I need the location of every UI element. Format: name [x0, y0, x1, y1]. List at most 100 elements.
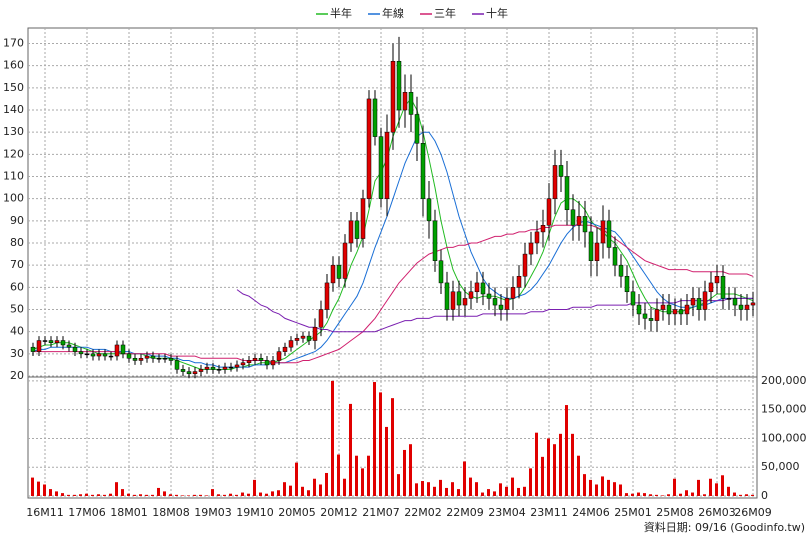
volume-bar — [649, 494, 652, 496]
x-tick-label: 20M05 — [278, 506, 316, 519]
candle-body — [180, 369, 186, 372]
candle-body — [510, 287, 516, 299]
candle-body — [354, 220, 360, 239]
y2-tick-label: 150,000 — [761, 403, 807, 416]
candle-body — [36, 340, 42, 352]
candle-body — [324, 282, 330, 310]
candle-body — [48, 340, 54, 344]
volume-bar — [385, 426, 388, 496]
volume-bar — [379, 392, 382, 496]
volume-bar — [517, 487, 520, 496]
y-tick-label: 110 — [3, 170, 24, 183]
x-tick-label: 21M07 — [362, 506, 400, 519]
candle-body — [576, 216, 582, 226]
candle-body — [270, 360, 276, 366]
candle-body — [30, 346, 36, 352]
candle-body — [732, 298, 738, 306]
volume-bar — [421, 481, 424, 496]
candle-body — [624, 276, 630, 293]
volume-bar — [703, 494, 706, 496]
candle-body — [228, 366, 234, 369]
y2-tick-label: 100,000 — [761, 431, 807, 444]
volume-bar — [691, 492, 694, 496]
candle-body — [456, 291, 462, 306]
candle-body — [672, 309, 678, 315]
volume-bar — [103, 494, 106, 496]
volume-bar — [403, 449, 406, 496]
candle-body — [552, 165, 558, 199]
volume-bar — [73, 494, 76, 496]
volume-bar — [115, 482, 118, 496]
volume-panel — [27, 376, 758, 499]
volume-bar — [553, 444, 556, 496]
data-date: 資料日期: 09/16 (Goodinfo.tw) — [644, 520, 805, 534]
candle-body — [750, 302, 756, 306]
candle-body — [66, 344, 72, 348]
volume-bar — [85, 493, 88, 496]
candle-body — [594, 242, 600, 261]
volume-bar — [457, 489, 460, 496]
volume-bar — [367, 455, 370, 496]
candle-body — [522, 253, 528, 277]
volume-bar — [505, 486, 508, 496]
volume-bar — [487, 489, 490, 496]
candle-body — [102, 353, 108, 357]
candle-body — [156, 358, 162, 360]
volume-bar — [469, 477, 472, 496]
volume-bar — [283, 482, 286, 496]
candle-body — [186, 371, 192, 375]
x-tick-label: 26M09 — [734, 506, 772, 519]
candle-body — [420, 143, 426, 199]
candle-body — [150, 355, 156, 359]
candle-body — [744, 304, 750, 310]
volume-bar — [661, 495, 664, 496]
y-tick-label: 80 — [10, 236, 24, 249]
y-tick-label: 50 — [10, 303, 24, 316]
candle-body — [216, 369, 222, 371]
candle-body — [288, 340, 294, 348]
volume-bar — [217, 494, 220, 496]
volume-bar — [247, 493, 250, 496]
y-tick-label: 130 — [3, 125, 24, 138]
volume-bar — [397, 474, 400, 496]
x-tick-label: 17M06 — [68, 506, 106, 519]
y-tick-label: 100 — [3, 192, 24, 205]
candle-body — [474, 282, 480, 293]
candle-body — [60, 340, 66, 346]
volume-bar — [61, 493, 64, 496]
x-tick-label: 20M12 — [320, 506, 358, 519]
volume-bar — [637, 492, 640, 496]
volume-bar — [67, 494, 70, 496]
volume-bar — [709, 478, 712, 496]
candle-body — [222, 366, 228, 370]
candle-body — [480, 282, 486, 295]
candle-body — [504, 298, 510, 310]
volume-bar — [751, 494, 754, 496]
volume-bar — [679, 493, 682, 496]
volume-bar — [727, 486, 730, 496]
volume-bar — [451, 482, 454, 496]
y-tick-label: 70 — [10, 258, 24, 271]
candle-body — [648, 318, 654, 321]
candle-body — [708, 282, 714, 293]
x-tick-label: 23M11 — [530, 506, 568, 519]
volume-bar — [595, 484, 598, 496]
candle-body — [600, 220, 606, 244]
volume-bar — [163, 491, 166, 496]
volume-bar — [745, 494, 748, 496]
x-tick-label: 19M03 — [194, 506, 232, 519]
candle-body — [402, 92, 408, 111]
volume-bar — [361, 468, 364, 496]
x-tick-label: 18M01 — [110, 506, 148, 519]
candle-body — [78, 351, 84, 355]
candle-body — [630, 291, 636, 306]
candle-body — [570, 209, 576, 226]
volume-bar — [583, 474, 586, 496]
candle-body — [726, 298, 732, 300]
volume-bar — [667, 494, 670, 496]
candle-body — [198, 369, 204, 372]
volume-bar — [607, 479, 610, 496]
volume-bar — [463, 461, 466, 496]
candle-body — [126, 353, 132, 359]
candle-body — [318, 309, 324, 328]
